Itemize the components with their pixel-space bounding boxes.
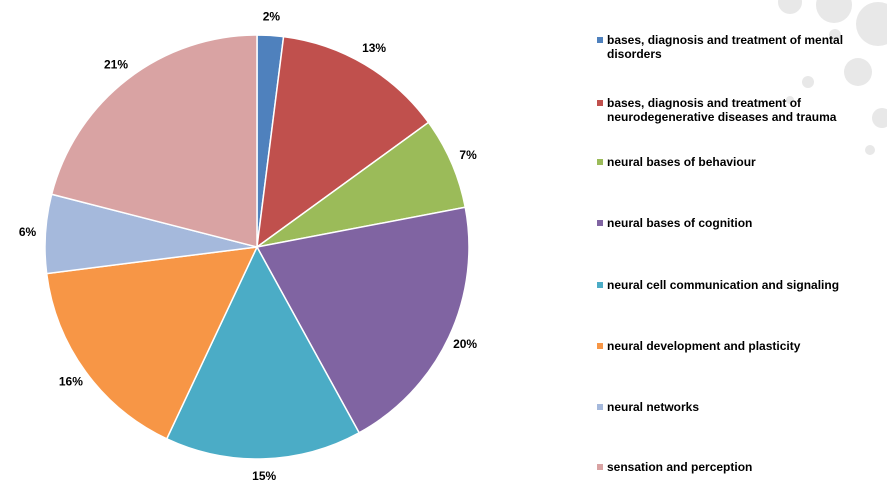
pie-slice	[165, 245, 361, 460]
pie-percent-labels: 2% 13% 7% 20% 15% 16% 6% 21%	[19, 10, 478, 483]
legend-label: neural bases of behaviour	[607, 155, 756, 169]
legend-item: bases, diagnosis and treatment of neurod…	[597, 96, 887, 124]
pie-slice	[45, 246, 259, 440]
legend-item: neural bases of cognition	[597, 216, 887, 230]
pie-slice	[256, 35, 430, 249]
legend-label: bases, diagnosis and treatment of neurod…	[607, 96, 837, 124]
legend-item: bases, diagnosis and treatment of mental…	[597, 33, 887, 61]
decor-dot	[865, 145, 875, 155]
slice-percent-label: 7%	[459, 148, 477, 162]
legend-item: neural networks	[597, 400, 887, 414]
legend-swatch	[597, 159, 603, 165]
slice-percent-label: 21%	[104, 57, 128, 71]
slice-percent-label: 16%	[59, 374, 83, 388]
legend-item: neural development and plasticity	[597, 339, 887, 353]
legend-item: neural cell communication and signaling	[597, 278, 887, 292]
slice-percent-label: 20%	[453, 337, 477, 351]
slice-percent-label: 2%	[263, 10, 281, 24]
decor-dot	[856, 2, 887, 46]
decor-dot	[829, 29, 841, 41]
legend-swatch	[597, 404, 603, 410]
decor-dot	[844, 58, 872, 86]
decor-dot	[802, 76, 814, 88]
legend-label: bases, diagnosis and treatment of mental…	[607, 33, 844, 61]
decor-dot	[872, 108, 887, 128]
legend-item: neural bases of behaviour	[597, 155, 887, 169]
legend-swatch	[597, 37, 603, 43]
pie-slice	[255, 206, 470, 434]
legend-item: sensation and perception	[597, 460, 887, 474]
legend-swatch	[597, 282, 603, 288]
legend-swatch	[597, 343, 603, 349]
pie-slice	[50, 34, 258, 248]
decor-dot	[816, 0, 852, 23]
decor-dot	[786, 96, 794, 104]
slice-percent-label: 13%	[362, 41, 386, 55]
legend-swatch	[597, 220, 603, 226]
legend-label: sensation and perception	[607, 460, 753, 474]
legend-label: neural cell communication and signaling	[607, 278, 840, 292]
decor-dot	[778, 0, 802, 14]
legend-swatch	[597, 100, 603, 106]
legend-swatch	[597, 464, 603, 470]
legend-label: neural development and plasticity	[607, 339, 801, 353]
decorative-dots	[778, 0, 887, 155]
legend-label: neural bases of cognition	[607, 216, 753, 230]
legend-label: neural networks	[607, 400, 700, 414]
pie-slices	[44, 34, 470, 460]
slice-percent-label: 15%	[252, 469, 276, 483]
slice-percent-label: 6%	[19, 225, 37, 239]
